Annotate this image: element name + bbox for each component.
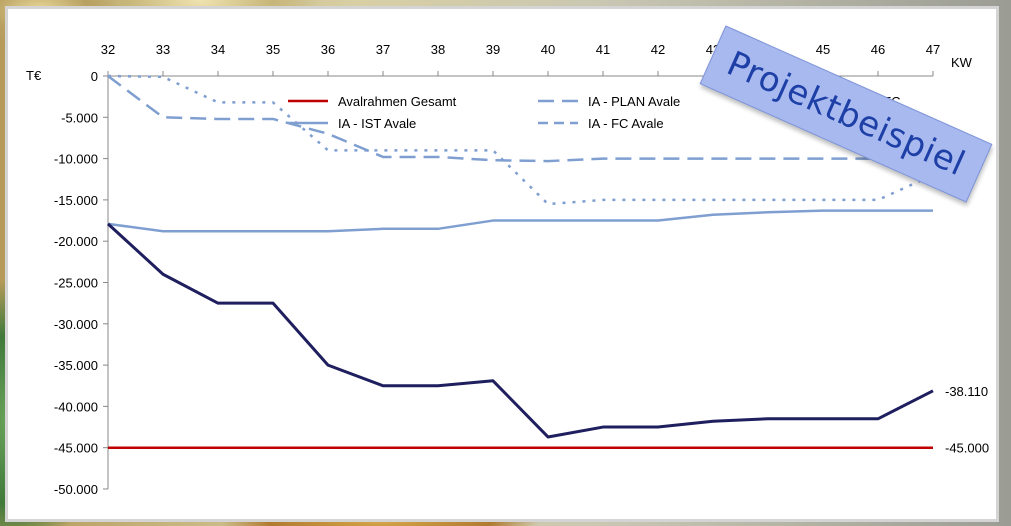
x-tick-label: 38: [431, 42, 445, 57]
y-tick-label: -15.000: [54, 193, 98, 208]
x-tick-label: 40: [541, 42, 555, 57]
x-tick-label: 39: [486, 42, 500, 57]
y-tick-label: -20.000: [54, 234, 98, 249]
series-line-1: [107, 75, 933, 163]
x-tick-label: 36: [321, 42, 335, 57]
y-tick-label: -25.000: [54, 276, 98, 291]
y-tick-label: -45.000: [54, 441, 98, 456]
series-line-5: [106, 222, 934, 439]
x-tick-label: 34: [211, 42, 225, 57]
x-tick-label: 37: [376, 42, 390, 57]
legend-label-3: IA - FC Avale: [588, 116, 664, 131]
y-tick-label: -50.000: [54, 482, 98, 497]
legend-label-2: IA - IST Avale: [338, 116, 416, 131]
x-tick-label: 41: [596, 42, 610, 57]
y-tick-label: 0: [91, 69, 98, 84]
line-chart: 0 -5.000 -10.000 -15.000 -20.000 -25.000 -30.0…: [26, 42, 989, 497]
y-axis-label: T€: [26, 68, 42, 83]
x-tick-label: 46: [871, 42, 885, 57]
y-tick-label: -40.000: [54, 399, 98, 414]
x-tick-label: 32: [101, 42, 115, 57]
y-tick-label: -30.000: [54, 317, 98, 332]
y-tick-label: -35.000: [54, 358, 98, 373]
x-tick-label: 35: [266, 42, 280, 57]
annotation-label-0: -38.110: [945, 384, 988, 399]
y-tick-label: -10.000: [54, 152, 98, 167]
series-line-2: [107, 209, 933, 233]
x-axis-label: KW: [951, 55, 973, 70]
x-tick-label: 45: [816, 42, 830, 57]
x-tick-label: 42: [651, 42, 665, 57]
x-tick-label: 47: [926, 42, 940, 57]
legend-label-0: Avalrahmen Gesamt: [338, 94, 457, 109]
x-tick-label: 33: [156, 42, 170, 57]
y-tick-label: -5.000: [61, 110, 98, 125]
annotation-label-1: -45.000: [945, 441, 989, 456]
legend-label-1: IA - PLAN Avale: [588, 94, 680, 109]
